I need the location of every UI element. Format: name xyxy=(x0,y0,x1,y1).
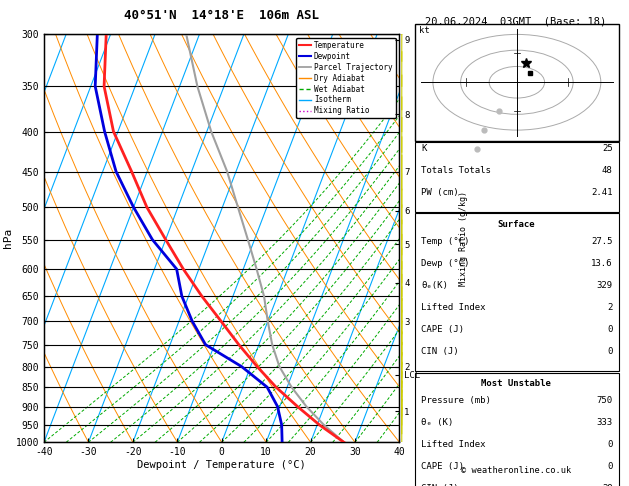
Text: 25: 25 xyxy=(602,144,613,153)
Text: CAPE (J): CAPE (J) xyxy=(421,462,464,471)
Text: 27.5: 27.5 xyxy=(591,237,613,246)
Text: Dewp (°C): Dewp (°C) xyxy=(421,259,469,268)
Text: Totals Totals: Totals Totals xyxy=(421,166,491,175)
Text: 0: 0 xyxy=(607,325,613,334)
Text: CIN (J): CIN (J) xyxy=(421,484,459,486)
Bar xyxy=(415,213,619,371)
Text: Surface: Surface xyxy=(497,220,535,229)
Text: kt: kt xyxy=(419,26,430,35)
Text: 2.41: 2.41 xyxy=(591,188,613,197)
Text: θₑ(K): θₑ(K) xyxy=(421,281,448,290)
Text: 750: 750 xyxy=(596,397,613,405)
Y-axis label: Mixing Ratio (g/kg): Mixing Ratio (g/kg) xyxy=(459,191,468,286)
Text: Lifted Index: Lifted Index xyxy=(421,303,486,312)
Text: Pressure (mb): Pressure (mb) xyxy=(421,397,491,405)
Text: Lifted Index: Lifted Index xyxy=(421,440,486,449)
Text: 13.6: 13.6 xyxy=(591,259,613,268)
Text: 20.06.2024  03GMT  (Base: 18): 20.06.2024 03GMT (Base: 18) xyxy=(425,17,606,27)
Bar xyxy=(415,24,619,140)
Bar xyxy=(415,373,619,486)
Text: 29: 29 xyxy=(602,484,613,486)
X-axis label: Dewpoint / Temperature (°C): Dewpoint / Temperature (°C) xyxy=(137,460,306,470)
Text: 2: 2 xyxy=(607,303,613,312)
Text: 48: 48 xyxy=(602,166,613,175)
Text: θₑ (K): θₑ (K) xyxy=(421,418,454,427)
Text: Most Unstable: Most Unstable xyxy=(481,379,551,388)
Text: Temp (°C): Temp (°C) xyxy=(421,237,469,246)
Text: 333: 333 xyxy=(596,418,613,427)
Text: 0: 0 xyxy=(607,347,613,356)
Text: PW (cm): PW (cm) xyxy=(421,188,459,197)
Text: 0: 0 xyxy=(607,440,613,449)
Legend: Temperature, Dewpoint, Parcel Trajectory, Dry Adiabat, Wet Adiabat, Isotherm, Mi: Temperature, Dewpoint, Parcel Trajectory… xyxy=(296,38,396,119)
Text: 40°51'N  14°18'E  106m ASL: 40°51'N 14°18'E 106m ASL xyxy=(124,9,320,22)
Bar xyxy=(415,142,619,211)
Text: 329: 329 xyxy=(596,281,613,290)
Text: CIN (J): CIN (J) xyxy=(421,347,459,356)
Text: 0: 0 xyxy=(607,462,613,471)
Text: K: K xyxy=(421,144,426,153)
Text: © weatheronline.co.uk: © weatheronline.co.uk xyxy=(460,467,571,475)
Text: CAPE (J): CAPE (J) xyxy=(421,325,464,334)
Y-axis label: hPa: hPa xyxy=(3,228,13,248)
